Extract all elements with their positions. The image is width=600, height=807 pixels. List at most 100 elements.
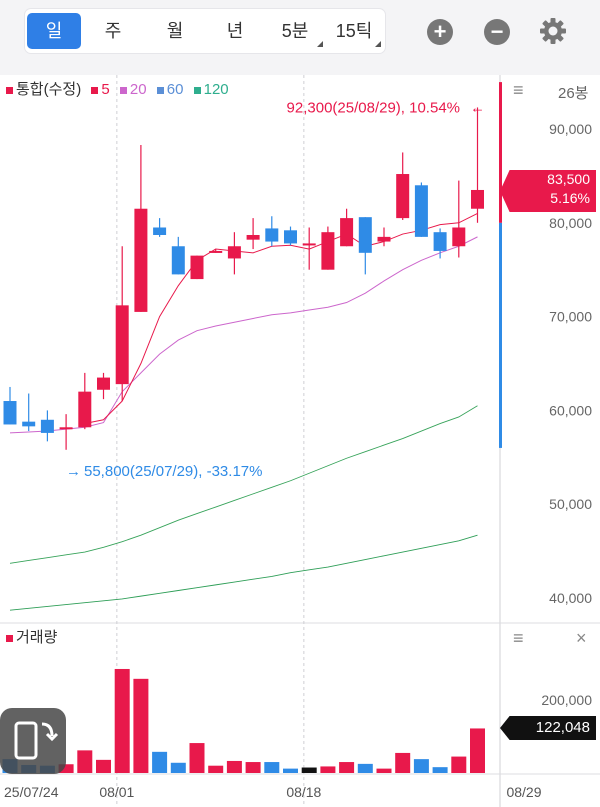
candle-body	[321, 232, 335, 270]
candle-body	[246, 234, 260, 240]
current-volume-tag: 122,048	[500, 716, 596, 740]
x-tick-label: 08/29	[506, 784, 541, 800]
gear-icon[interactable]	[538, 16, 568, 46]
candle-body	[115, 305, 129, 385]
tab-0[interactable]: 일	[27, 13, 81, 49]
legend-ma120: 120	[203, 81, 229, 98]
tab-1[interactable]: 주	[81, 13, 145, 49]
legend-ma5: 5	[101, 81, 110, 98]
price-tick-label: 90,000	[549, 121, 592, 137]
current-volume: 122,048	[535, 719, 590, 736]
tab-3[interactable]: 년	[205, 13, 265, 49]
tab-4[interactable]: 5분	[265, 13, 325, 49]
volume-bar	[96, 759, 111, 773]
volume-bar	[58, 764, 74, 773]
rotate-icon	[14, 721, 59, 760]
candle-body	[265, 228, 279, 242]
candle-body	[396, 174, 410, 219]
candle-body	[452, 227, 466, 247]
volume-bar	[413, 759, 429, 773]
candle-body	[78, 391, 92, 428]
price-legend: 통합(수정) 5 20 60 120	[6, 78, 229, 99]
candle-body	[433, 232, 447, 251]
legend-ma20: 20	[129, 81, 147, 98]
volume-legend: 거래량	[6, 626, 57, 647]
legend-ma60: 60	[166, 81, 184, 98]
zoom-out-icon[interactable]: −	[484, 19, 510, 45]
candle-body	[358, 217, 372, 253]
candle-body	[59, 427, 73, 430]
rotate-screen-button[interactable]	[0, 708, 66, 774]
dropdown-corner-icon	[317, 41, 323, 47]
candle-body	[302, 243, 316, 246]
volume-close-icon[interactable]: ×	[576, 628, 587, 648]
volume-bar	[376, 768, 392, 773]
current-price: 83,500	[547, 171, 590, 187]
candle-body	[414, 185, 428, 237]
candle-body	[40, 419, 54, 433]
volume-bar	[170, 762, 186, 773]
tab-label: 5분	[281, 21, 309, 41]
tab-5[interactable]: 15틱	[325, 13, 383, 49]
volume-bar	[77, 750, 93, 773]
volume-menu-icon[interactable]: ≡	[513, 628, 524, 648]
menu-icon[interactable]: ≡	[513, 80, 524, 100]
price-tick-label: 40,000	[549, 590, 592, 606]
candle-body	[190, 255, 204, 280]
price-tick-label: 50,000	[549, 496, 592, 512]
price-tick-label: 70,000	[549, 309, 592, 325]
ma60-line	[9, 405, 478, 564]
low-arrow-icon: →	[66, 463, 81, 480]
candle-body	[134, 208, 148, 312]
volume-bar	[189, 743, 205, 773]
candle-body	[284, 230, 297, 244]
candle-body	[3, 401, 17, 425]
current-price-tag: 83,500 5.16%	[500, 170, 596, 212]
volume-bar	[208, 765, 224, 773]
volume-bar	[245, 762, 261, 773]
ma5-line	[84, 212, 478, 425]
candle-body	[153, 227, 167, 235]
low-annotation: 55,800(25/07/29), -33.17%	[84, 463, 262, 480]
current-change: 5.16%	[550, 190, 590, 206]
volume-bar	[357, 763, 373, 773]
volume-bar	[301, 767, 317, 773]
volume-bar	[283, 768, 298, 773]
range-bar-low	[499, 222, 502, 448]
candle-body	[227, 246, 241, 259]
volume-bar	[470, 728, 485, 773]
price-tick-label: 60,000	[549, 402, 592, 418]
zoom-in-icon[interactable]: +	[427, 19, 453, 45]
tab-label: 15틱	[335, 21, 373, 41]
volume-bar	[133, 678, 149, 773]
volume-bar	[395, 752, 411, 773]
candle-count: 26봉	[558, 85, 589, 102]
volume-bar	[432, 767, 448, 773]
volume-bar	[114, 668, 130, 773]
tab-label: 일	[45, 21, 63, 41]
price-tick-label: 80,000	[549, 215, 592, 231]
volume-tick-label: 200,000	[541, 692, 592, 708]
legend-main: 통합(수정)	[16, 81, 82, 98]
candle-body	[97, 377, 110, 390]
range-bar-high	[499, 82, 502, 223]
period-tabs: 일 주 월 년 5분 15틱	[25, 9, 385, 53]
x-tick-label: 08/18	[286, 784, 321, 800]
toolbar: 일 주 월 년 5분 15틱 + −	[0, 0, 600, 75]
ma120-line	[9, 534, 478, 611]
candle-body	[340, 218, 354, 247]
volume-bar	[152, 751, 168, 773]
candle-body	[209, 250, 223, 253]
tab-2[interactable]: 월	[145, 13, 205, 49]
volume-bar	[339, 762, 355, 773]
high-annotation: 92,300(25/08/29), 10.54%	[287, 99, 460, 116]
candle-body	[471, 189, 484, 209]
candle-body	[171, 246, 185, 275]
dropdown-corner-icon	[375, 41, 381, 47]
x-tick-label: 08/01	[99, 784, 134, 800]
tab-label: 주	[104, 21, 122, 41]
legend-volume: 거래량	[16, 629, 58, 646]
high-arrow-icon: ←	[470, 99, 485, 116]
candle-body	[377, 236, 391, 242]
